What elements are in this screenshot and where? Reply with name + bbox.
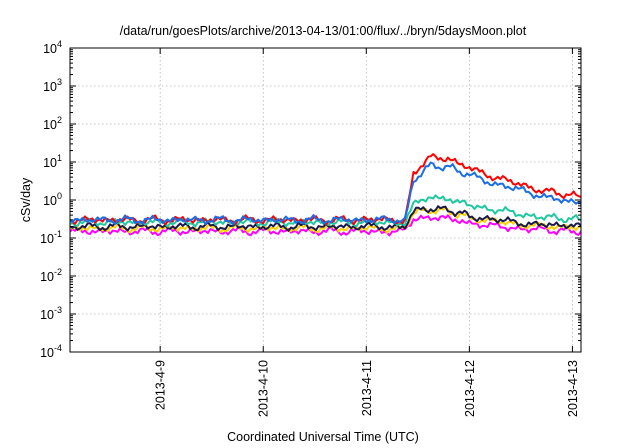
- y-tick-exponent: 4: [57, 39, 62, 49]
- y-tick-base: 10: [43, 194, 57, 208]
- x-tick-labels: 2013-4-9 2013-4-10 2013-4-11 2013-4-12 2013-…: [154, 360, 580, 417]
- axis-ticks: [70, 47, 581, 353]
- y-axis-label: cSv/day: [19, 177, 33, 222]
- y-tick-base: 10: [40, 270, 54, 284]
- y-tick-base: 10: [40, 308, 54, 322]
- x-tick-label: 2013-4-10: [257, 360, 271, 417]
- grid-lines: [70, 48, 581, 352]
- y-tick-label: 101: [43, 153, 62, 170]
- series-line: [70, 214, 581, 237]
- y-tick-label: 102: [43, 115, 62, 132]
- y-tick-base: 10: [40, 232, 54, 246]
- series-line: [70, 205, 581, 232]
- y-tick-exponent: 0: [57, 191, 62, 201]
- y-tick-base: 10: [43, 80, 57, 94]
- y-tick-exponent: 2: [57, 115, 62, 125]
- series-line: [70, 206, 581, 234]
- y-tick-label: 104: [43, 39, 62, 56]
- y-tick-exponent: -2: [54, 267, 62, 277]
- y-tick-exponent: -1: [54, 229, 62, 239]
- series-line: [70, 153, 581, 226]
- y-tick-base: 10: [43, 118, 57, 132]
- y-tick-label: 10-3: [40, 305, 62, 322]
- y-tick-exponent: -3: [54, 305, 62, 315]
- x-tick-label: 2013-4-13: [566, 360, 580, 417]
- y-tick-label: 10-4: [40, 343, 62, 360]
- y-tick-exponent: 3: [57, 77, 62, 87]
- y-tick-label: 10-1: [40, 229, 62, 246]
- x-tick-label: 2013-4-9: [154, 360, 168, 410]
- y-tick-exponent: -4: [54, 343, 62, 353]
- y-tick-label: 10-2: [40, 267, 62, 284]
- y-tick-exponent: 1: [57, 153, 62, 163]
- y-tick-label: 100: [43, 191, 62, 208]
- series-group: [70, 153, 581, 237]
- x-axis-label: Coordinated Universal Time (UTC): [227, 430, 419, 444]
- x-tick-label: 2013-4-11: [360, 360, 374, 416]
- chart-title: /data/run/goesPlots/archive/2013-04-13/0…: [120, 24, 527, 38]
- y-tick-label: 103: [43, 77, 62, 94]
- y-tick-base: 10: [43, 42, 57, 56]
- y-tick-base: 10: [40, 346, 54, 360]
- x-tick-label: 2013-4-12: [463, 360, 477, 417]
- y-tick-base: 10: [43, 156, 57, 170]
- series-line: [70, 161, 581, 226]
